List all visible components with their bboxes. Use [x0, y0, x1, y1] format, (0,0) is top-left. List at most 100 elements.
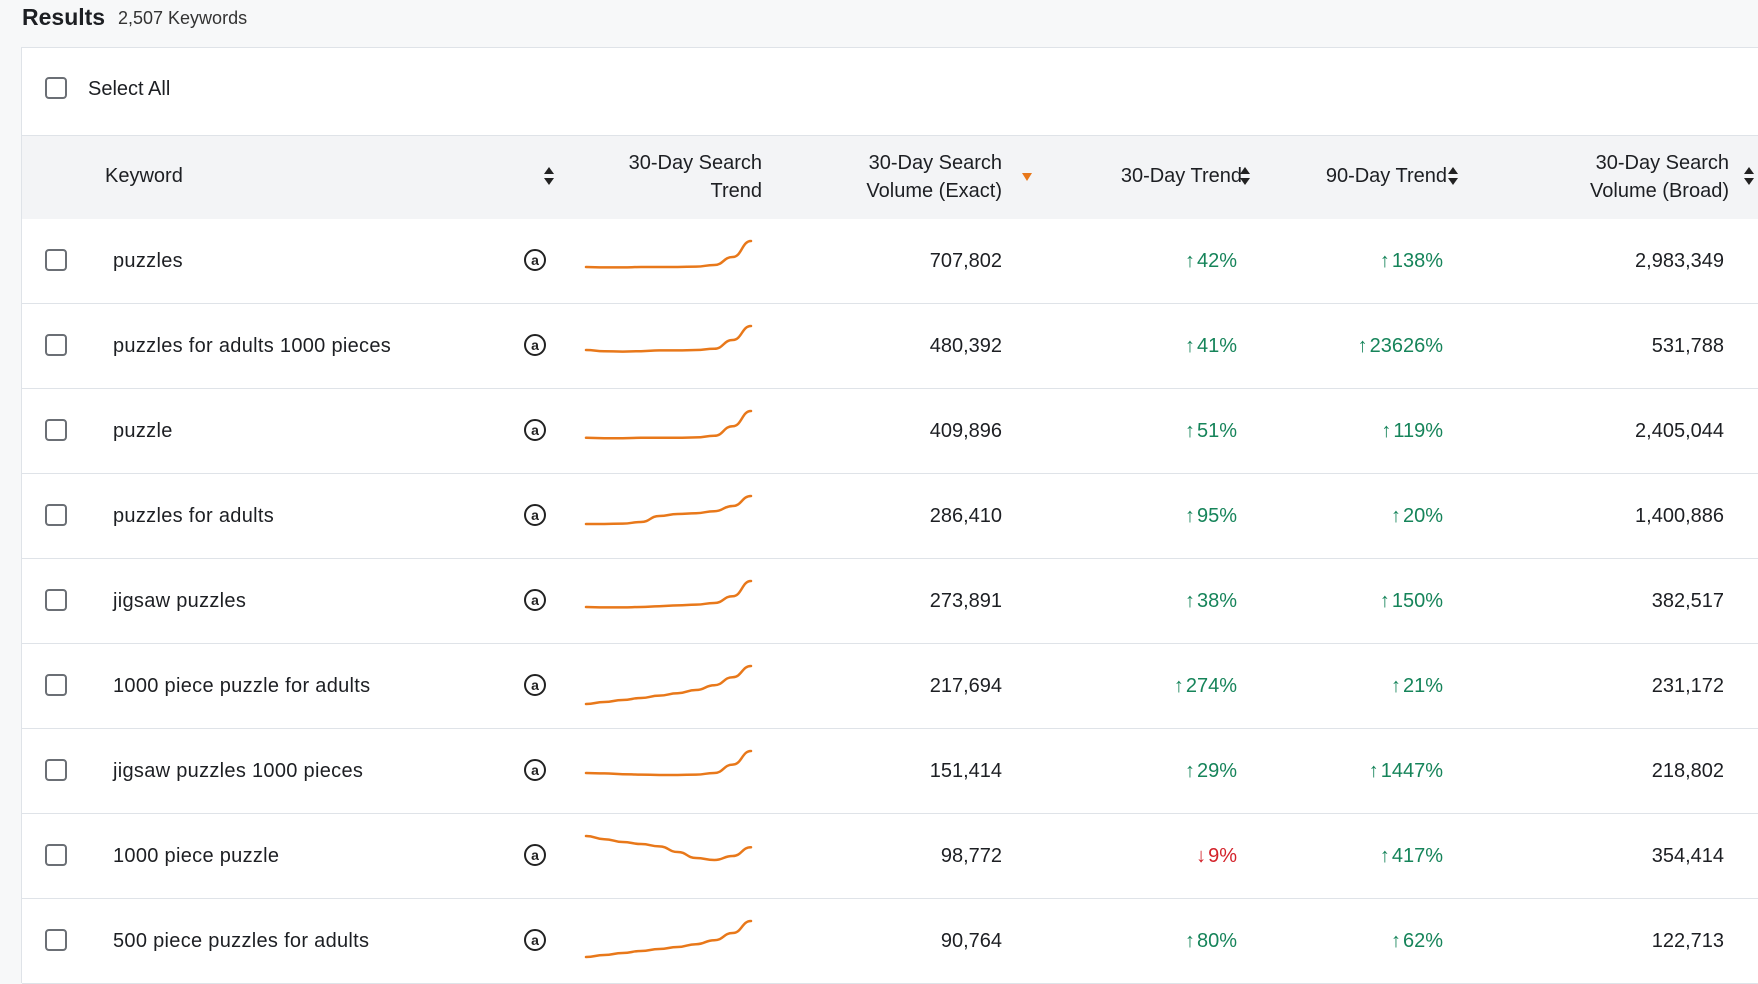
sparkline-path	[584, 579, 753, 609]
trend-90-cell: ↑ 1447%	[1237, 729, 1443, 813]
sort-30-day-trend-icon[interactable]	[1240, 166, 1250, 186]
arrow-up-icon: ↑	[1379, 250, 1390, 272]
trend-90-value: 62%	[1402, 930, 1443, 952]
sort-keyword-icon[interactable]	[544, 166, 554, 186]
arrow-up-icon: ↑	[1381, 420, 1392, 442]
amazon-icon[interactable]: a	[524, 589, 546, 611]
amazon-icon[interactable]: a	[524, 504, 546, 526]
row-checkbox[interactable]	[45, 929, 67, 951]
keyword-cell[interactable]: puzzle	[113, 420, 173, 442]
trend-30-cell: ↑ 95%	[1032, 474, 1237, 558]
trend-30-cell: ↓ 9%	[1032, 814, 1237, 898]
arrow-up-icon: ↑	[1173, 675, 1184, 697]
volume-exact-cell: 98,772	[940, 845, 1002, 867]
table-header: Keyword 30-Day Search Trend 30-Day Searc…	[22, 135, 1758, 220]
trend-30-cell: ↑ 29%	[1032, 729, 1237, 813]
row-checkbox[interactable]	[45, 674, 67, 696]
row-checkbox[interactable]	[45, 759, 67, 781]
trend-90-value: 417%	[1391, 845, 1443, 867]
volume-broad-cell: 1,400,886	[1635, 505, 1724, 527]
volume-broad-cell: 2,983,349	[1635, 250, 1724, 272]
keyword-cell[interactable]: puzzles for adults	[113, 505, 275, 527]
results-table-panel: Select All Keyword 30-Day Search Trend 3…	[21, 47, 1758, 984]
results-count: 2,507 Keywords	[118, 8, 248, 28]
keyword-cell[interactable]: jigsaw puzzles	[113, 590, 247, 612]
arrow-up-icon: ↑	[1390, 930, 1401, 952]
trend-30-value: 95%	[1196, 505, 1237, 527]
sparkline-path	[584, 834, 753, 862]
table-row[interactable]: jigsaw puzzles 1000 pieces a 151,414 ↑ 29…	[22, 729, 1758, 814]
arrow-up-icon: ↑	[1184, 505, 1195, 527]
table-row[interactable]: puzzles for adults a 286,410 ↑ 95% ↑ 20% 1…	[22, 474, 1758, 559]
select-all-checkbox[interactable]	[45, 77, 67, 99]
table-row[interactable]: puzzle a 409,896 ↑ 51% ↑ 119% 2,405,044	[22, 389, 1758, 474]
table-row[interactable]: 1000 piece puzzle a 98,772 ↓ 9% ↑ 417% 354…	[22, 814, 1758, 899]
trend-90-cell: ↑ 20%	[1237, 474, 1443, 558]
arrow-up-icon: ↑	[1184, 590, 1195, 612]
sparkline-path	[584, 664, 753, 706]
volume-broad-cell: 231,172	[1651, 675, 1724, 697]
volume-broad-cell: 382,517	[1651, 590, 1724, 612]
sort-desc-active-icon[interactable]	[1022, 173, 1032, 181]
sparkline-path	[584, 239, 753, 269]
arrow-up-icon: ↑	[1184, 760, 1195, 782]
trend-90-value: 150%	[1391, 590, 1443, 612]
column-header-90-day-trend[interactable]: 90-Day Trend	[1325, 165, 1447, 187]
search-trend-sparkline	[584, 749, 753, 777]
row-checkbox[interactable]	[45, 419, 67, 441]
trend-90-value: 20%	[1402, 505, 1443, 527]
table-row[interactable]: 500 piece puzzles for adults a 90,764 ↑ 8…	[22, 899, 1758, 984]
column-header-volume-exact[interactable]: 30-Day Search Volume (Exact)	[782, 149, 1002, 205]
sort-volume-broad-icon[interactable]	[1744, 166, 1754, 186]
trend-90-cell: ↑ 21%	[1237, 644, 1443, 728]
keyword-cell[interactable]: 1000 piece puzzle for adults	[113, 675, 371, 697]
row-checkbox[interactable]	[45, 334, 67, 356]
row-checkbox[interactable]	[45, 504, 67, 526]
keyword-cell[interactable]: 500 piece puzzles for adults	[113, 930, 370, 952]
trend-30-value: 9%	[1208, 845, 1237, 867]
trend-30-cell: ↑ 80%	[1032, 899, 1237, 983]
amazon-icon[interactable]: a	[524, 674, 546, 696]
keyword-cell[interactable]: jigsaw puzzles 1000 pieces	[113, 760, 364, 782]
search-trend-sparkline	[584, 834, 753, 862]
row-checkbox[interactable]	[45, 844, 67, 866]
volume-exact-cell: 409,896	[929, 420, 1002, 442]
row-checkbox[interactable]	[45, 249, 67, 271]
row-checkbox[interactable]	[45, 589, 67, 611]
column-header-volume-broad[interactable]: 30-Day Search Volume (Broad)	[1462, 149, 1729, 205]
search-trend-sparkline	[584, 239, 753, 269]
column-header-30-day-trend[interactable]: 30-Day Trend	[1120, 165, 1242, 187]
trend-30-value: 38%	[1196, 590, 1237, 612]
volume-broad-cell: 218,802	[1651, 760, 1724, 782]
volume-exact-cell: 151,414	[929, 760, 1002, 782]
amazon-icon[interactable]: a	[524, 844, 546, 866]
trend-90-cell: ↑ 150%	[1237, 559, 1443, 643]
arrow-up-icon: ↑	[1368, 760, 1379, 782]
trend-30-cell: ↑ 41%	[1032, 304, 1237, 388]
select-all-label[interactable]: Select All	[88, 78, 171, 100]
keyword-cell[interactable]: puzzles	[113, 250, 183, 272]
trend-90-cell: ↑ 62%	[1237, 899, 1443, 983]
table-row[interactable]: puzzles a 707,802 ↑ 42% ↑ 138% 2,983,349	[22, 219, 1758, 304]
sparkline-path	[584, 324, 753, 353]
table-row[interactable]: puzzles for adults 1000 pieces a 480,392…	[22, 304, 1758, 389]
trend-90-value: 138%	[1391, 250, 1443, 272]
table-row[interactable]: 1000 piece puzzle for adults a 217,694 ↑…	[22, 644, 1758, 729]
trend-90-value: 119%	[1393, 420, 1443, 442]
arrow-up-icon: ↑	[1184, 335, 1195, 357]
keyword-cell[interactable]: puzzles for adults 1000 pieces	[113, 335, 392, 357]
trend-30-cell: ↑ 274%	[1032, 644, 1237, 728]
amazon-icon[interactable]: a	[524, 419, 546, 441]
sort-90-day-trend-icon[interactable]	[1448, 166, 1458, 186]
keyword-cell[interactable]: 1000 piece puzzle	[113, 845, 280, 867]
column-header-keyword[interactable]: Keyword	[105, 165, 183, 187]
trend-30-value: 42%	[1196, 250, 1237, 272]
table-row[interactable]: jigsaw puzzles a 273,891 ↑ 38% ↑ 150% 382,…	[22, 559, 1758, 644]
amazon-icon[interactable]: a	[524, 929, 546, 951]
amazon-icon[interactable]: a	[524, 249, 546, 271]
arrow-up-icon: ↑	[1357, 335, 1368, 357]
amazon-icon[interactable]: a	[524, 759, 546, 781]
search-trend-sparkline	[584, 664, 753, 706]
search-trend-sparkline	[584, 494, 753, 526]
amazon-icon[interactable]: a	[524, 334, 546, 356]
